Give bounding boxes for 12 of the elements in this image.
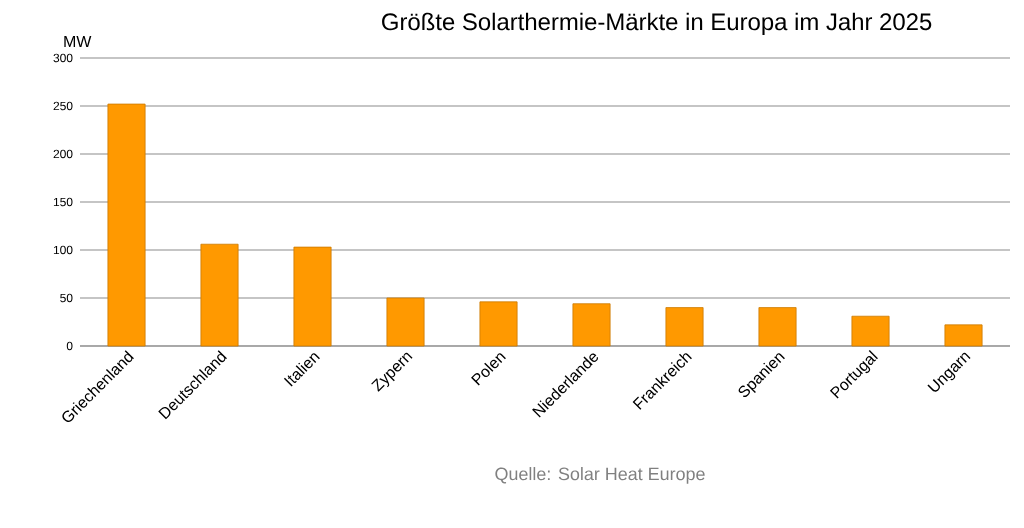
bar bbox=[107, 103, 146, 347]
bar bbox=[851, 315, 890, 347]
bar bbox=[386, 297, 425, 347]
bar bbox=[293, 246, 332, 347]
bar bbox=[200, 243, 239, 347]
bar bbox=[665, 307, 704, 347]
bar bbox=[758, 307, 797, 347]
bar bbox=[479, 301, 518, 347]
source-note: Quelle: Solar Heat Europe bbox=[495, 467, 705, 484]
bar bbox=[572, 303, 611, 347]
chart-title: Größte Solarthermie-Märkte in Europa im Jahr 2025 bbox=[382, 12, 932, 36]
bar bbox=[944, 324, 983, 347]
